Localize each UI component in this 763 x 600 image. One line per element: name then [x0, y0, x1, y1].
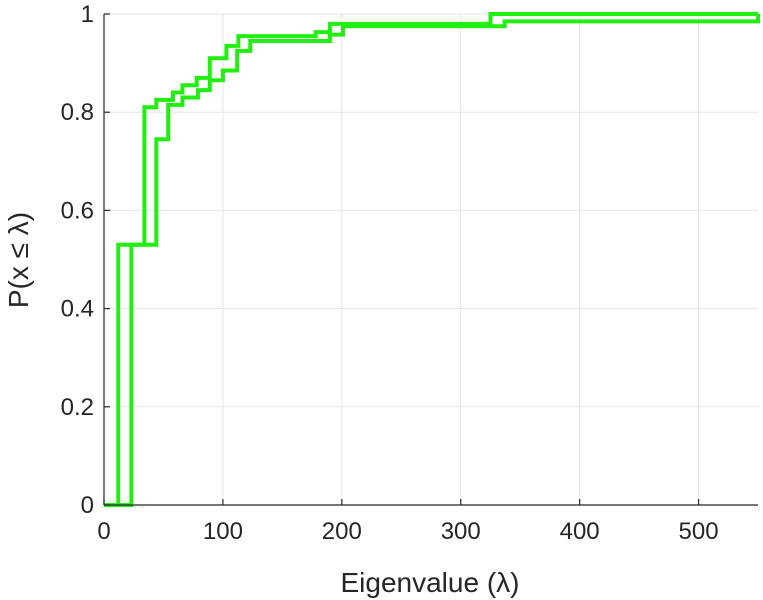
x-tick-label: 100	[203, 518, 243, 545]
y-axis-label: P(x ≤ λ)	[3, 212, 34, 308]
y-tick-label: 0	[81, 492, 94, 519]
x-tick-label: 400	[560, 518, 600, 545]
y-tick-label: 0.8	[61, 99, 94, 126]
ecdf-series-line-1	[104, 12, 758, 507]
x-axis-label: Eigenvalue (λ)	[341, 567, 520, 598]
y-tick-label: 0.4	[61, 296, 94, 323]
tick-labels: 0 100 200 300 400 500 0 0.2 0.4 0.6 0.8 1	[61, 1, 719, 545]
series-layer	[104, 12, 760, 507]
grid	[103, 13, 758, 506]
x-tick-label: 300	[441, 518, 481, 545]
x-tick-label: 200	[322, 518, 362, 545]
y-tick-label: 0.2	[61, 394, 94, 421]
ecdf-series-line-2	[104, 14, 760, 507]
axes	[103, 13, 758, 506]
y-tick-label: 0.6	[61, 197, 94, 224]
y-tick-label: 1	[81, 1, 94, 28]
x-tick-label: 500	[679, 518, 719, 545]
x-tick-label: 0	[97, 518, 110, 545]
